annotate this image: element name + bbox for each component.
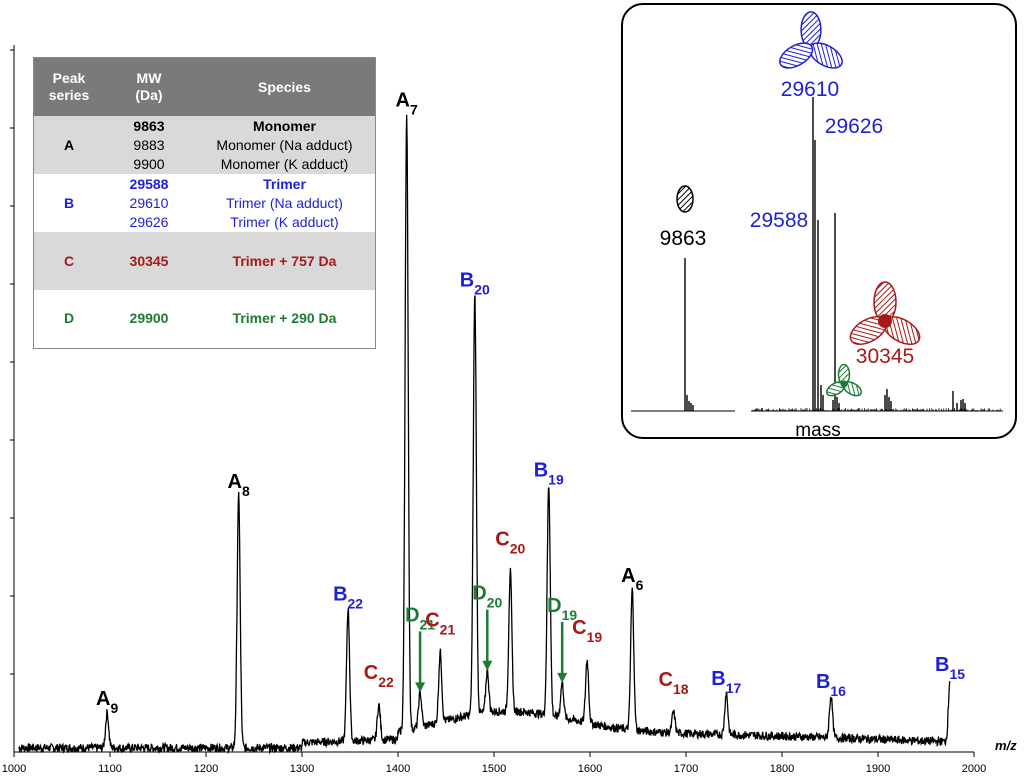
peak-label-B22: B22 — [333, 583, 363, 611]
trimer-icon-blue — [779, 11, 843, 69]
x-tick-label: 1000 — [2, 763, 26, 775]
peak-label-A9: A9 — [96, 688, 118, 716]
x-ticks: 1000 1100 1200 1300 1400 1500 1600 1700 1800 1900… — [2, 752, 986, 775]
peak-label-D19: D19 — [547, 595, 577, 623]
x-axis-label: m/z — [995, 738, 1017, 753]
peak-label-C22: C22 — [364, 662, 394, 690]
cell-series: A — [33, 116, 104, 174]
cell-mw: 30345 — [104, 232, 194, 290]
table-row: C 30345 Trimer + 757 Da — [33, 232, 376, 290]
table-row: A 9863 9883 9900 Monomer Monomer (Na adduct) M… — [33, 116, 376, 174]
x-tick-label: 1400 — [386, 763, 410, 775]
peak-label-A8: A8 — [228, 471, 250, 499]
x-tick-label: 1300 — [290, 763, 314, 775]
x-tick-label: 1700 — [674, 763, 698, 775]
cell-series: C — [33, 232, 104, 290]
inset-xlabel: mass — [795, 420, 840, 436]
cell-mw: 29588 29610 29626 — [104, 174, 194, 232]
x-tick-label: 1900 — [866, 763, 890, 775]
x-tick-label: 1800 — [770, 763, 794, 775]
monomer-icon — [676, 185, 694, 213]
cell-series: D — [33, 290, 104, 348]
x-tick-label: 1600 — [578, 763, 602, 775]
arrowhead-D20 — [482, 660, 493, 671]
x-tick-label: 1500 — [482, 763, 506, 775]
cell-mw: 9863 9883 9900 — [104, 116, 194, 174]
arrowhead-D21 — [415, 682, 426, 693]
peak-label-B17: B17 — [711, 668, 741, 696]
cell-species: Trimer + 757 Da — [194, 232, 376, 290]
inset-label-trimer: 29588 — [750, 209, 808, 232]
cell-species: Trimer + 290 Da — [194, 290, 376, 348]
peak-series-table: Peak series MW (Da) Species A 9863 9883 9900 M… — [33, 57, 376, 349]
inset-label-trimer_757: 30345 — [856, 345, 914, 368]
trimer-icon-red — [849, 281, 921, 346]
peak-label-C18: C18 — [659, 669, 689, 697]
x-tick-label: 1100 — [98, 763, 122, 775]
trimer-icon-green — [825, 363, 863, 397]
cell-species: Monomer Monomer (Na adduct) Monomer (K add… — [194, 116, 376, 174]
peak-label-D20: D20 — [472, 583, 502, 611]
inset-panel: 9863 29610 29626 29588 30345 mass — [621, 3, 1017, 439]
table-row: B 29588 29610 29626 Trimer Trimer (Na adduct)… — [33, 174, 376, 232]
x-tick-label: 2000 — [962, 763, 986, 775]
peak-label-D21: D21 — [405, 604, 435, 632]
d-arrows — [415, 609, 568, 693]
inset-label-trimer_na: 29610 — [781, 78, 839, 101]
arrowhead-D19 — [557, 672, 568, 683]
spectrum-trace — [18, 114, 951, 755]
inset-label-monomer: 9863 — [660, 227, 707, 250]
header-peak-series: Peak series — [33, 57, 104, 116]
table-row: D 29900 Trimer + 290 Da — [33, 290, 376, 348]
inset-deconvoluted-spectrum: 9863 29610 29626 29588 30345 mass — [631, 11, 1003, 436]
peak-label-A6: A6 — [621, 565, 643, 593]
peak-label-C21: C21 — [425, 609, 455, 637]
cell-series: B — [33, 174, 104, 232]
peak-label-C19: C19 — [572, 617, 602, 645]
x-tick-label: 1200 — [194, 763, 218, 775]
inset-label-trimer_k: 29626 — [825, 115, 883, 138]
cell-mw: 29900 — [104, 290, 194, 348]
peak-label-B15: B15 — [935, 654, 965, 682]
header-species: Species — [194, 57, 376, 116]
cell-species: Trimer Trimer (Na adduct) Trimer (K adduct… — [194, 174, 376, 232]
peak-label-A7: A7 — [396, 90, 418, 118]
peak-label-C20: C20 — [495, 528, 525, 556]
peak-label-B19: B19 — [534, 459, 564, 487]
peak-label-B16: B16 — [816, 671, 846, 699]
header-mw: MW (Da) — [104, 57, 194, 116]
peak-label-B20: B20 — [460, 270, 490, 298]
